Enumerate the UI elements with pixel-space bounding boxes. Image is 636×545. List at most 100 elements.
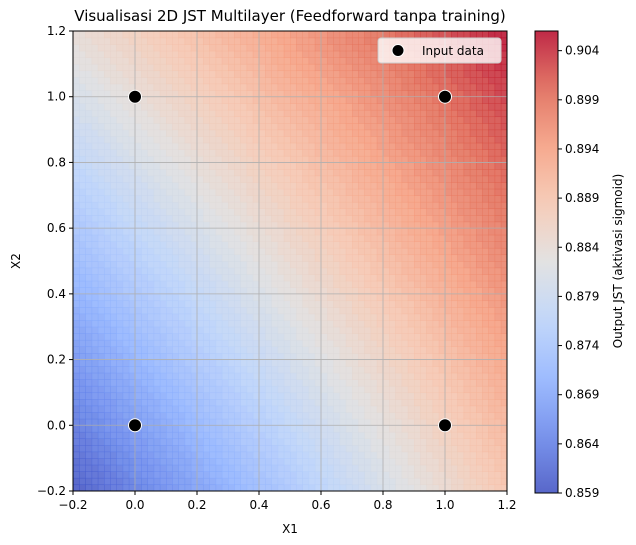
heatmap-cell: [314, 247, 322, 256]
heatmap-cell: [352, 339, 359, 348]
heatmap-cell: [438, 339, 446, 348]
heatmap-cell: [482, 346, 489, 354]
heatmap-cell: [97, 182, 105, 190]
heatmap-cell: [364, 182, 372, 190]
heatmap-cell: [122, 215, 130, 223]
heatmap-cell: [395, 307, 403, 315]
heatmap-cell: [228, 221, 235, 229]
heatmap-cell: [420, 261, 427, 269]
heatmap-cell: [141, 326, 148, 334]
heatmap-cell: [469, 155, 477, 164]
heatmap-cell: [79, 300, 86, 308]
heatmap-cell: [172, 215, 179, 223]
heatmap-cell: [252, 90, 260, 98]
heatmap-cell: [426, 346, 434, 354]
heatmap-cell: [215, 438, 223, 446]
heatmap-cell: [116, 267, 124, 275]
heatmap-cell: [395, 287, 403, 295]
heatmap-cell: [178, 438, 186, 446]
heatmap-cell: [234, 175, 241, 183]
heatmap-cell: [141, 169, 148, 177]
heatmap-cell: [339, 300, 347, 308]
heatmap-cell: [116, 169, 124, 177]
heatmap-cell: [91, 247, 99, 256]
heatmap-cell: [494, 123, 502, 131]
heatmap-cell: [166, 215, 173, 223]
heatmap-cell: [401, 445, 409, 453]
heatmap-cell: [451, 431, 458, 440]
heatmap-cell: [122, 307, 130, 315]
heatmap-cell: [178, 123, 186, 131]
heatmap-cell: [166, 372, 173, 380]
heatmap-cell: [482, 353, 489, 361]
heatmap-cell: [116, 353, 124, 361]
heatmap-cell: [296, 307, 303, 315]
heatmap-cell: [221, 464, 229, 472]
heatmap-cell: [166, 333, 173, 341]
heatmap-cell: [432, 366, 440, 374]
heatmap-cell: [339, 333, 347, 341]
heatmap-cell: [234, 103, 241, 111]
heatmap-cell: [228, 254, 235, 262]
heatmap-cell: [79, 313, 86, 321]
heatmap-cell: [159, 215, 167, 223]
heatmap-cell: [128, 103, 136, 111]
heatmap-cell: [407, 392, 415, 400]
heatmap-cell: [352, 445, 359, 453]
heatmap-cell: [482, 195, 489, 203]
heatmap-cell: [110, 169, 117, 177]
heatmap-cell: [296, 136, 303, 144]
heatmap-cell: [135, 392, 142, 400]
heatmap-cell: [352, 425, 359, 433]
heatmap-cell: [463, 77, 471, 85]
heatmap-cell: [153, 346, 161, 354]
heatmap-cell: [401, 287, 409, 295]
heatmap-cell: [172, 254, 179, 262]
heatmap-cell: [401, 392, 409, 400]
colorbar-ticks: 0.8590.8640.8690.8740.8790.8840.8890.894…: [558, 44, 599, 500]
heatmap-cell: [296, 438, 303, 446]
heatmap-cell: [457, 77, 465, 85]
heatmap-cell: [252, 31, 260, 39]
heatmap-cell: [333, 431, 341, 440]
heatmap-cell: [259, 201, 266, 210]
heatmap-cell: [135, 208, 142, 216]
heatmap-cell: [432, 116, 440, 124]
heatmap-cell: [420, 109, 427, 118]
heatmap-cell: [426, 464, 434, 472]
heatmap-cell: [259, 234, 266, 242]
heatmap-cell: [376, 182, 384, 190]
heatmap-cell: [172, 123, 179, 131]
heatmap-cell: [159, 96, 167, 104]
heatmap-cell: [234, 109, 241, 118]
heatmap-cell: [252, 188, 260, 196]
heatmap-cell: [221, 44, 229, 52]
heatmap-cell: [135, 366, 142, 374]
heatmap-cell: [476, 280, 483, 288]
heatmap-cell: [321, 418, 328, 426]
heatmap-cell: [364, 142, 372, 150]
heatmap-cell: [370, 280, 378, 288]
heatmap-cell: [302, 83, 310, 91]
heatmap-cell: [240, 175, 248, 183]
heatmap-cell: [445, 188, 452, 196]
heatmap-cell: [240, 372, 248, 380]
heatmap-cell: [166, 116, 173, 124]
heatmap-cell: [482, 31, 489, 39]
heatmap-cell: [184, 208, 192, 216]
heatmap-cell: [184, 162, 192, 170]
heatmap-cell: [271, 484, 279, 491]
heatmap-cell: [190, 293, 198, 302]
heatmap-cell: [128, 471, 136, 479]
heatmap-cell: [302, 451, 310, 459]
heatmap-cell: [91, 182, 99, 190]
heatmap-cell: [451, 234, 458, 242]
heatmap-cell: [469, 201, 477, 210]
heatmap-cell: [234, 484, 241, 491]
heatmap-cell: [104, 123, 111, 131]
heatmap-cell: [414, 90, 421, 98]
heatmap-cell: [302, 31, 310, 39]
heatmap-cell: [345, 70, 353, 78]
heatmap-cell: [147, 247, 155, 256]
heatmap-cell: [153, 70, 161, 78]
